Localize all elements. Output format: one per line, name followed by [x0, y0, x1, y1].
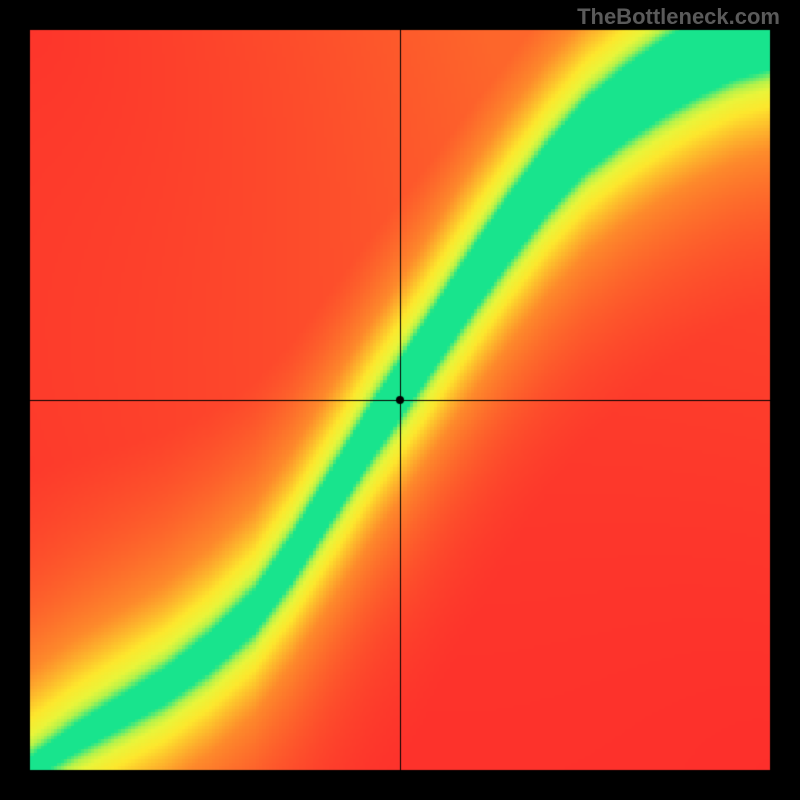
bottleneck-heatmap: [0, 0, 800, 800]
watermark-text: TheBottleneck.com: [577, 4, 780, 30]
stage: TheBottleneck.com: [0, 0, 800, 800]
